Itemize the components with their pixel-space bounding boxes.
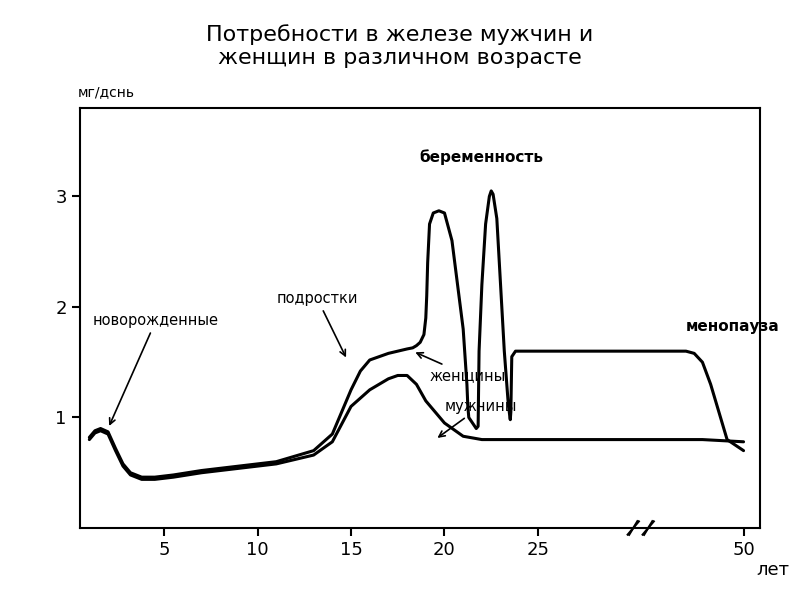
- Text: беременность: беременность: [420, 150, 544, 166]
- Text: новорожденные: новорожденные: [93, 313, 219, 424]
- Text: мужчины: мужчины: [439, 399, 517, 437]
- Text: Потребности в железе мужчин и
женщин в различном возрасте: Потребности в железе мужчин и женщин в р…: [206, 24, 594, 68]
- Text: подростки: подростки: [276, 290, 358, 356]
- Text: женщины: женщины: [417, 353, 506, 383]
- Text: менопауза: менопауза: [686, 319, 780, 334]
- Text: лет: лет: [756, 561, 789, 579]
- Text: мг/дснь: мг/дснь: [78, 85, 135, 99]
